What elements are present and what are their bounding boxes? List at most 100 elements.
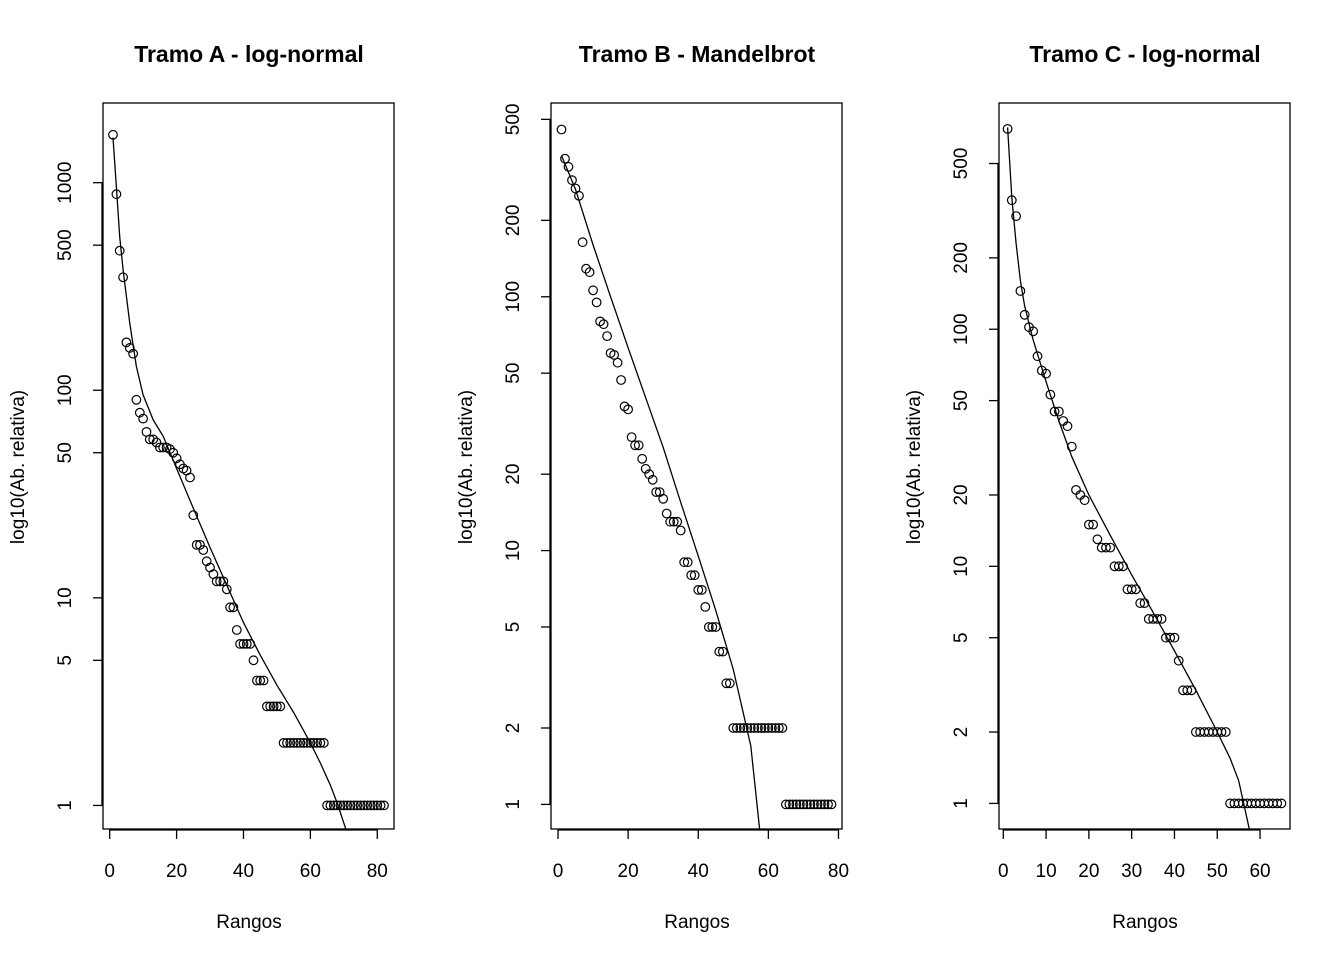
x-tick-label: 50 [1207,861,1228,882]
data-point [121,337,132,348]
y-tick-label: 500 [55,229,76,261]
y-tick-label: 10 [503,540,524,561]
data-point [626,432,637,443]
data-point [665,516,676,527]
data-point [308,738,319,748]
x-axis: 0 10 20 30 40 50 60 [998,829,1271,882]
data-point [661,508,672,519]
data-point [298,738,309,748]
data-point [777,723,788,733]
data-point [1049,406,1060,417]
fitted-curve [560,155,761,829]
data-point [700,602,711,612]
data-point [710,622,721,632]
data-point [1113,561,1124,572]
data-point [802,799,812,810]
data-point [724,678,735,689]
data-point [349,800,359,811]
data-point [1156,614,1167,624]
y-axis: 1 2 5 10 20 50 100 200 500 [503,104,551,810]
data-point [302,738,312,748]
data-point [1118,561,1128,572]
data-points [1002,123,1287,809]
y-tick-label: 1 [55,800,76,811]
data-point [588,285,598,296]
data-point [275,701,286,712]
data-point [262,701,272,712]
data-point [322,800,333,811]
data-point [672,516,683,527]
data-point [619,401,630,412]
data-point [151,437,162,448]
data-point [735,723,746,733]
data-point [731,723,742,733]
x-tick-label: 80 [828,861,849,882]
data-point [816,799,826,810]
x-tick-label: 40 [688,861,709,882]
data-point [328,800,339,811]
data-point [819,799,830,810]
x-tick-label: 10 [1036,861,1057,882]
data-point [612,357,623,368]
y-tick-label: 500 [503,104,524,136]
y-tick-label: 100 [951,313,972,345]
x-tick-label: 20 [618,861,639,882]
plot-box [550,102,843,830]
data-point [124,343,135,353]
y-tick-label: 2 [951,727,972,738]
data-point [1152,614,1163,624]
y-tick-label: 50 [503,363,524,384]
data-point [225,602,236,613]
x-axis: 0 20 40 60 80 [553,829,849,882]
data-point [581,263,591,274]
data-point [305,738,316,748]
x-axis: 0 20 40 60 80 [104,829,388,882]
data-point [1276,798,1287,809]
y-tick-label: 20 [951,484,972,505]
data-point [1088,519,1098,530]
data-point [241,639,252,649]
data-point [749,723,760,733]
data-point [1045,389,1056,400]
data-point [278,738,289,748]
data-point [763,723,774,733]
data-point [221,584,232,595]
data-point [1028,326,1039,337]
y-axis: 1 2 5 10 20 50 100 200 500 [951,148,999,809]
data-point [285,738,296,748]
data-point [728,723,739,733]
data-point [352,800,363,811]
y-tick-label: 1000 [55,162,76,204]
data-point [1105,542,1116,553]
data-point [235,639,246,649]
data-point [567,175,577,186]
data-point [707,622,718,632]
data-point [1079,495,1090,506]
chart-title: Tramo B - Mandelbrot [579,41,816,67]
data-point [188,510,199,521]
data-point [1062,421,1073,432]
data-point [231,625,242,635]
y-tick-label: 200 [951,242,972,274]
data-point [784,799,795,810]
y-tick-label: 10 [55,587,76,608]
data-point [1101,542,1111,553]
data-point [185,472,195,483]
data-point [1220,727,1231,737]
data-point [630,440,640,451]
data-point [325,800,336,811]
data-point [245,639,256,649]
data-point [823,799,833,810]
data-point [1015,286,1026,296]
data-point [288,738,299,748]
data-point [689,570,700,581]
data-point [1173,655,1184,666]
data-point [292,738,302,748]
data-point [362,800,373,811]
data-point [1186,685,1197,696]
data-points [108,129,389,811]
y-tick-label: 2 [503,723,524,734]
x-axis-label: Rangos [216,912,282,933]
data-point [318,738,329,748]
data-point [315,738,326,748]
